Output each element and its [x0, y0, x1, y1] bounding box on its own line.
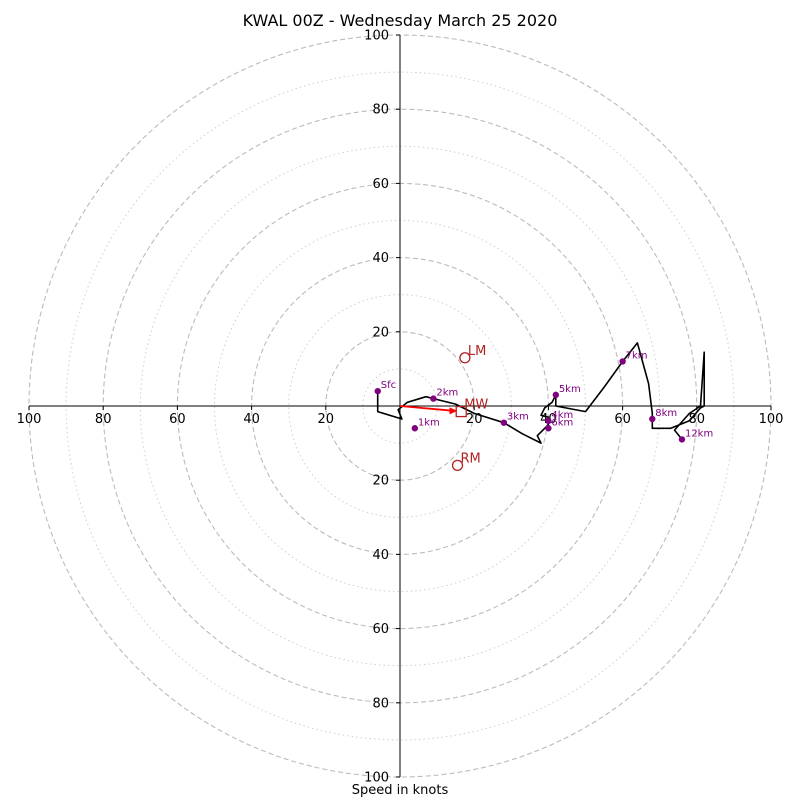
height-marker-5km	[552, 391, 560, 399]
height-label-8km: 8km	[655, 408, 677, 419]
height-label-Sfc: Sfc	[381, 380, 396, 391]
storm-motion-LM	[459, 352, 471, 364]
y-tick-label: 20	[372, 325, 389, 340]
storm-motion-label-LM: LM	[468, 344, 486, 359]
y-tick-label: 40	[372, 251, 389, 266]
height-label-4km: 4km	[551, 410, 573, 421]
height-marker-Sfc	[374, 387, 381, 395]
mean-wind-arrowhead	[449, 407, 458, 415]
x-tick-label: 20	[318, 412, 335, 427]
storm-motion-RM	[451, 459, 464, 472]
x-tick-label: 80	[95, 412, 112, 427]
x-tick-label: 60	[169, 412, 186, 427]
mean-wind-vector	[399, 405, 454, 412]
height-marker-3km	[500, 419, 508, 426]
y-tick-label: 80	[372, 103, 389, 118]
height-label-5km: 5km	[559, 384, 581, 395]
y-tick-label: 100	[364, 771, 389, 786]
height-label-12km: 12km	[685, 428, 713, 439]
x-axis-label: Speed in knots	[351, 783, 449, 798]
storm-motion-label-RM: RM	[461, 451, 481, 466]
storm-motion-MW	[455, 405, 467, 418]
y-tick-label: 40	[372, 548, 389, 563]
height-marker-4km	[545, 417, 552, 425]
height-marker-7km	[619, 358, 626, 365]
height-marker-12km	[678, 436, 686, 443]
storm-motion-label-MW: MW	[464, 398, 488, 413]
x-tick-label: 20	[466, 412, 483, 427]
y-tick-label: 60	[372, 177, 389, 192]
height-label-7km: 7km	[626, 350, 648, 361]
y-tick-label: 100	[364, 29, 389, 44]
height-label-3km: 3km	[507, 412, 529, 423]
height-label-1km: 1km	[418, 417, 440, 428]
x-tick-label: 100	[17, 412, 42, 427]
height-marker-2km	[430, 395, 437, 402]
x-tick-label: 40	[243, 412, 260, 427]
x-tick-label: 60	[614, 412, 631, 427]
height-label-2km: 2km	[436, 388, 458, 399]
y-tick-label: 80	[372, 696, 389, 711]
x-tick-label: 100	[759, 412, 784, 427]
height-label-6km: 6km	[551, 417, 573, 428]
height-marker-1km	[411, 425, 419, 432]
height-marker-8km	[649, 415, 656, 423]
chart-title: KWAL 00Z - Wednesday March 25 2020	[242, 11, 558, 30]
height-marker-6km	[545, 425, 552, 432]
x-tick-label: 80	[689, 412, 706, 427]
y-tick-label: 20	[372, 474, 389, 489]
y-tick-label: 60	[372, 622, 389, 637]
